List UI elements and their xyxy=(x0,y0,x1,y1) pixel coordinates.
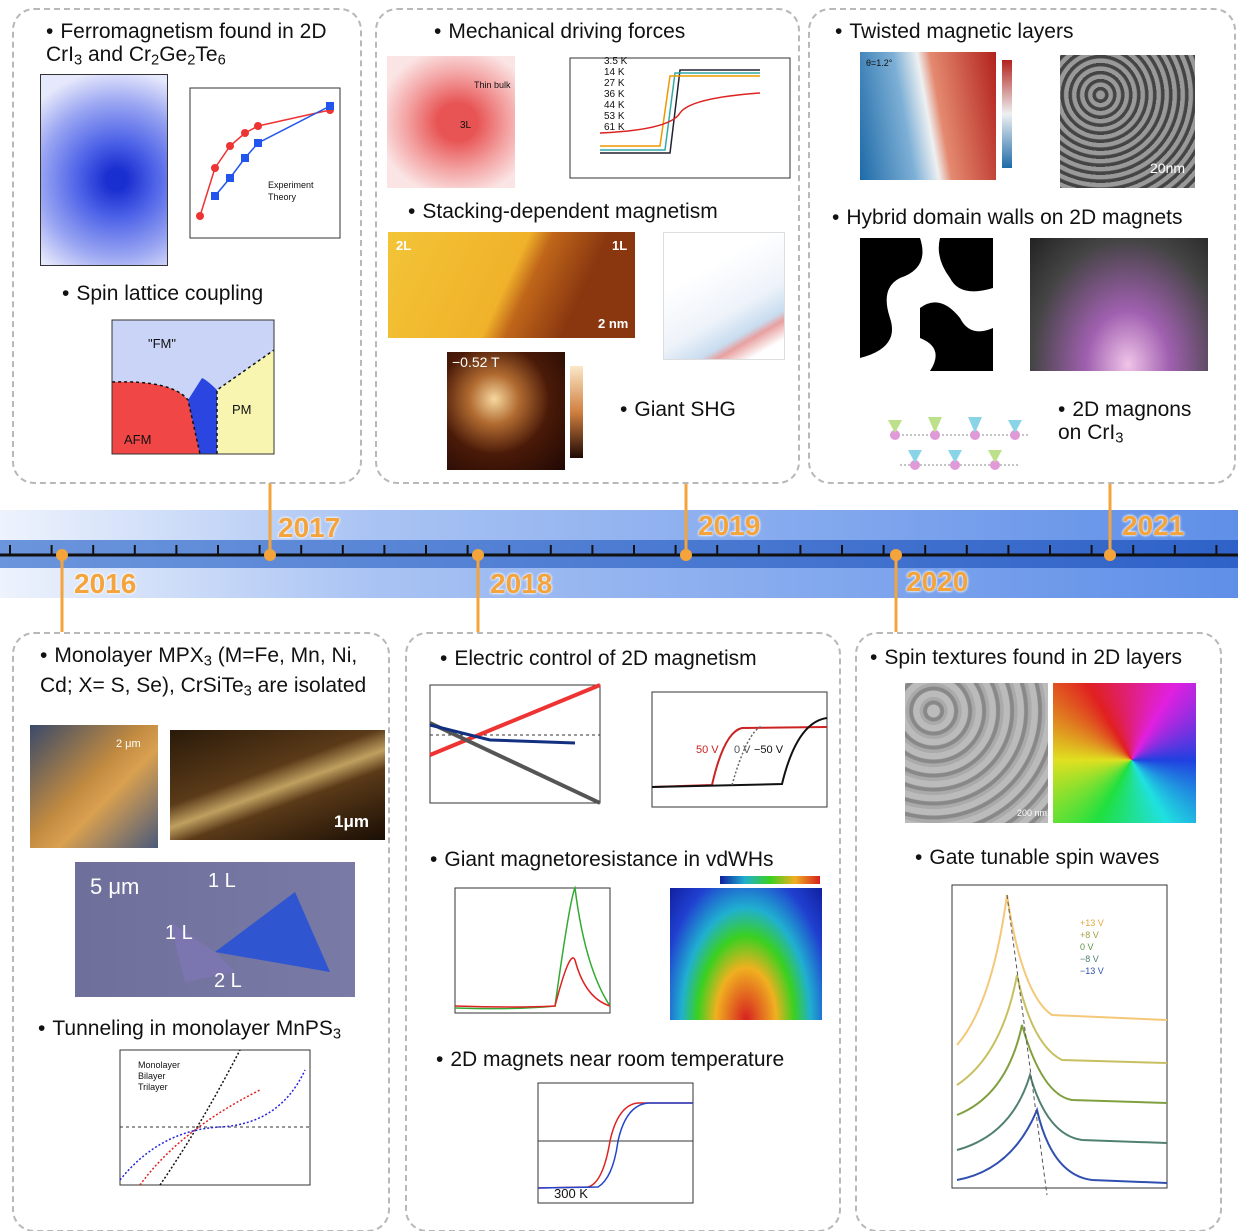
timeline-axis xyxy=(0,483,1238,632)
mcd-plot xyxy=(569,57,791,179)
heading: Hybrid domain walls on 2D magnets xyxy=(832,206,1182,229)
scale-bar: 5 μm xyxy=(90,874,140,899)
legend: Monolayer xyxy=(138,1060,181,1070)
year: 2019 xyxy=(698,510,761,541)
image-label: −50 V xyxy=(754,744,784,756)
panel xyxy=(808,8,1236,484)
stm-image xyxy=(388,232,635,338)
scale-bar: 2 nm xyxy=(598,316,629,331)
stem-image xyxy=(1060,55,1195,188)
panel xyxy=(375,8,800,484)
moment-plot xyxy=(537,1082,694,1204)
heading: Ferromagnetism found in 2D CrI3 and Cr2G… xyxy=(46,20,346,73)
heading: Spin textures found in 2D layers xyxy=(870,646,1182,669)
phase-diagram xyxy=(111,319,275,455)
image-label: 1 L xyxy=(165,922,193,944)
year: 2017 xyxy=(278,512,341,543)
strain-plot xyxy=(429,683,601,805)
colorbar xyxy=(720,876,820,884)
heading: Giant SHG xyxy=(620,398,736,421)
legend: −13 V xyxy=(1080,966,1104,976)
image-label: −0.52 T xyxy=(452,354,500,370)
mcd-map xyxy=(860,52,996,180)
flake-outline xyxy=(170,892,330,982)
legend: 36 K xyxy=(604,89,625,100)
domain-image xyxy=(860,238,993,371)
render-image xyxy=(1030,238,1208,371)
resistance-map xyxy=(670,888,822,1020)
year: 2018 xyxy=(490,568,553,599)
legend: 14 K xyxy=(604,67,625,78)
image-label: 1 L xyxy=(208,870,236,892)
heading: Stacking-dependent magnetism xyxy=(408,200,717,223)
colorbar xyxy=(570,366,583,458)
heading: Tunneling in monolayer MnPS3 xyxy=(38,1017,341,1047)
legend: +8 V xyxy=(1080,930,1099,940)
legend: 44 K xyxy=(604,100,625,111)
region-label: PM xyxy=(232,402,252,417)
iv-plot xyxy=(119,1049,311,1186)
heading: Spin lattice coupling xyxy=(62,282,263,305)
image-label: 3L xyxy=(460,120,472,131)
heading: Twisted magnetic layers xyxy=(835,20,1073,43)
field-map xyxy=(663,232,785,360)
legend: 53 K xyxy=(604,111,625,122)
legend: Bilayer xyxy=(138,1071,166,1081)
fft-plot xyxy=(951,884,1168,1196)
legend: −8 V xyxy=(1080,954,1099,964)
image-label: 300 K xyxy=(554,1186,588,1201)
tc-plot xyxy=(189,87,341,239)
heading: 2D magnets near room temperature xyxy=(436,1048,784,1071)
image-label: Thin bulk xyxy=(474,80,511,90)
year: 2016 xyxy=(74,568,137,599)
legend: 61 K xyxy=(604,122,625,133)
scale-bar: 1μm xyxy=(334,812,369,831)
heading: Monolayer MPX3 (M=Fe, Mn, Ni, Cd; X= S, … xyxy=(40,644,370,703)
heading: 2D magnons on CrI3 xyxy=(1058,398,1218,451)
heading: Electric control of 2D magnetism xyxy=(440,647,756,670)
heading: Giant magnetoresistance in vdWHs xyxy=(430,848,773,871)
tmr-plot xyxy=(454,885,611,1014)
ltem-image xyxy=(905,683,1048,823)
image-label: 2 L xyxy=(214,970,242,992)
afm-3d-image xyxy=(170,730,385,840)
legend: +13 V xyxy=(1080,918,1104,928)
legend: 3.5 K xyxy=(604,56,628,67)
scale-bar: 2 μm xyxy=(116,738,141,750)
legend: Theory xyxy=(268,192,297,202)
image-label: 0 V xyxy=(734,744,751,756)
afm-image xyxy=(30,725,158,848)
year: 2020 xyxy=(906,566,969,597)
scale-bar: 200 nm xyxy=(1017,808,1048,818)
flake-image xyxy=(40,74,168,266)
region-label: "FM" xyxy=(148,336,176,351)
panel xyxy=(12,8,362,484)
legend: Trilayer xyxy=(138,1082,168,1092)
image-label: 1L xyxy=(612,238,628,253)
heading: Mechanical driving forces xyxy=(434,20,685,43)
image-label: θ=1.2° xyxy=(866,58,893,68)
texture-image xyxy=(1053,683,1196,823)
magnon-lattice xyxy=(888,417,1030,470)
scale-bar: 20nm xyxy=(1150,160,1186,176)
image-label: 50 V xyxy=(696,744,719,756)
legend: 0 V xyxy=(1080,942,1094,952)
kerr-plot xyxy=(651,691,828,808)
heading: Gate tunable spin waves xyxy=(915,846,1159,869)
region-label: AFM xyxy=(124,432,152,447)
image-label: 2L xyxy=(396,238,412,253)
shg-image xyxy=(447,352,565,470)
colorbar xyxy=(1002,60,1012,168)
year: 2021 xyxy=(1122,510,1185,541)
legend: 27 K xyxy=(604,78,625,89)
legend: Experiment xyxy=(268,180,314,190)
strain-map xyxy=(387,56,515,188)
